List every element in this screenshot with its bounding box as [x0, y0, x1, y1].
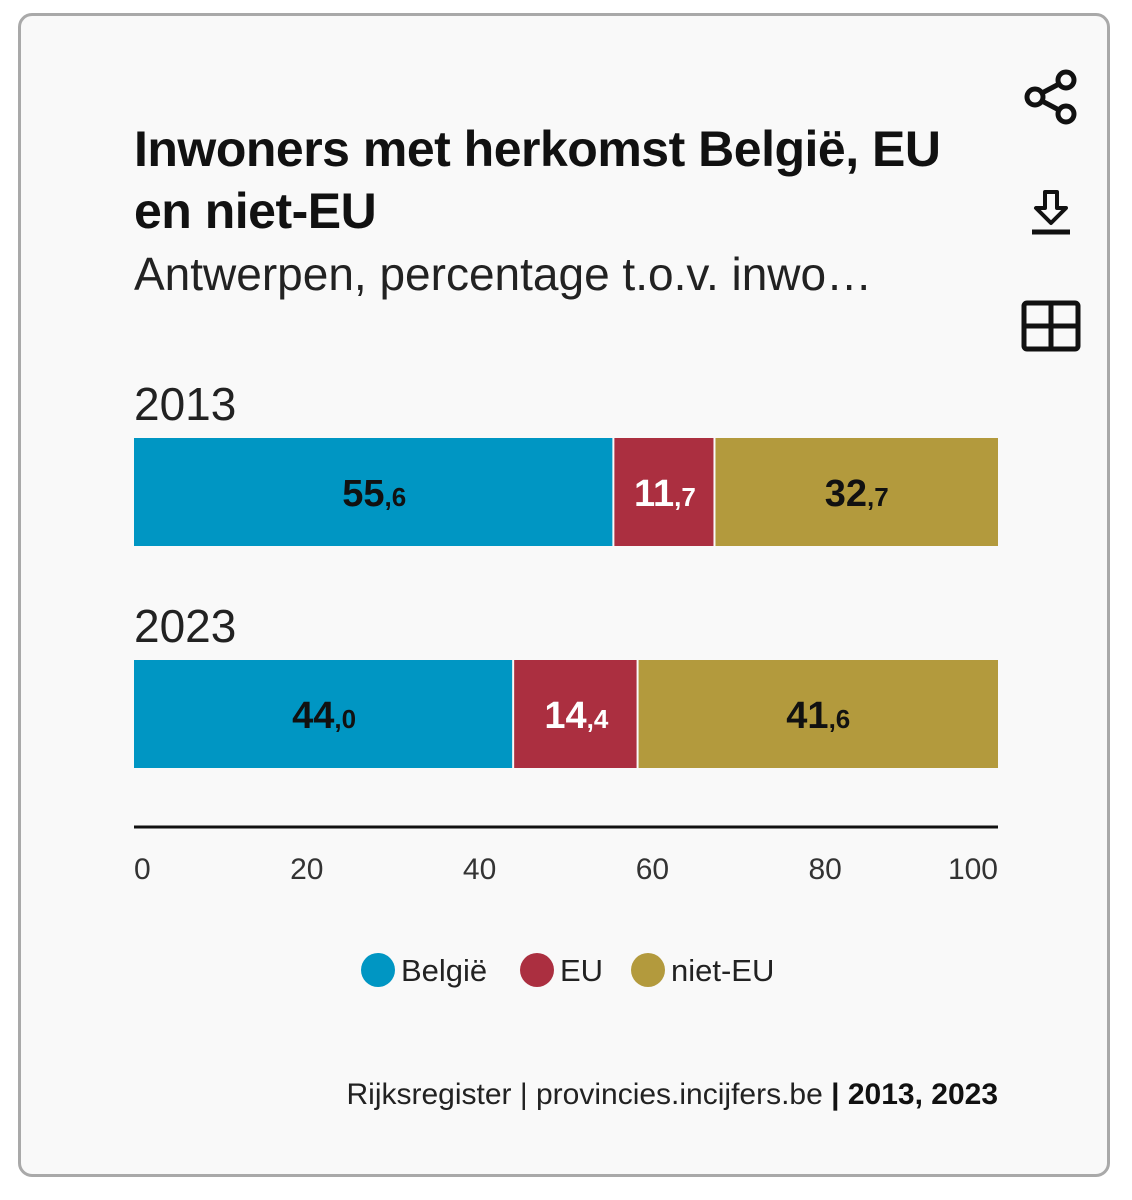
download-button[interactable] [1016, 178, 1086, 248]
legend-label-niet-eu: niet-EU [671, 953, 774, 988]
x-tick-label: 40 [463, 853, 496, 886]
data-label-belgi--2023: 44,0 [292, 695, 356, 737]
row-label-2013: 2013 [134, 378, 236, 430]
source-text: Rijksregister | provincies.incijfers.be [346, 1078, 832, 1111]
bar-segment-eu-2013 [614, 438, 714, 546]
share-icon [1024, 69, 1077, 125]
bar-segment-niet-eu-2023 [638, 660, 998, 768]
legend-swatch-eu [520, 953, 554, 987]
table-button[interactable] [1016, 292, 1086, 362]
bar-segment-niet-eu-2013 [715, 438, 998, 546]
table-icon [1021, 300, 1081, 352]
data-label-niet-eu-2013: 32,7 [825, 473, 889, 515]
bar-segment-belgi--2013 [134, 438, 613, 546]
legend-label-belgi-: België [401, 953, 487, 988]
data-label-belgi--2013: 55,6 [342, 473, 406, 515]
x-tick-label: 60 [636, 853, 669, 886]
download-icon [1032, 190, 1070, 235]
data-label-eu-2023: 14,4 [544, 695, 609, 737]
legend-label-eu: EU [560, 953, 603, 988]
chart-subtitle: Antwerpen, percentage t.o.v. inwo… [134, 248, 873, 300]
bar-segment-eu-2023 [514, 660, 637, 768]
chart-card [18, 13, 1110, 1177]
legend-swatch-belgi- [361, 953, 395, 987]
stacked-bar-chart: 2013 55,6 11,7 32,7 2023 44,0 14,4 41,6 0 20 40 60 8… [134, 378, 998, 988]
row-label-2023: 2023 [134, 600, 236, 652]
x-tick-label: 100 [948, 853, 998, 886]
source-years: | 2013, 2023 [831, 1078, 998, 1111]
share-button[interactable] [1016, 62, 1086, 132]
chart-title: Inwoners met herkomst België, EU en niet… [134, 121, 941, 239]
data-label-niet-eu-2023: 41,6 [786, 695, 850, 737]
data-label-eu-2013: 11,7 [634, 473, 696, 515]
x-tick-label: 80 [809, 853, 842, 886]
chart-source: Rijksregister | provincies.incijfers.be … [347, 1078, 999, 1112]
x-tick-label: 0 [134, 853, 151, 886]
bar-segment-belgi--2023 [134, 660, 513, 768]
x-tick-label: 20 [290, 853, 323, 886]
legend-swatch-niet-eu [631, 953, 665, 987]
